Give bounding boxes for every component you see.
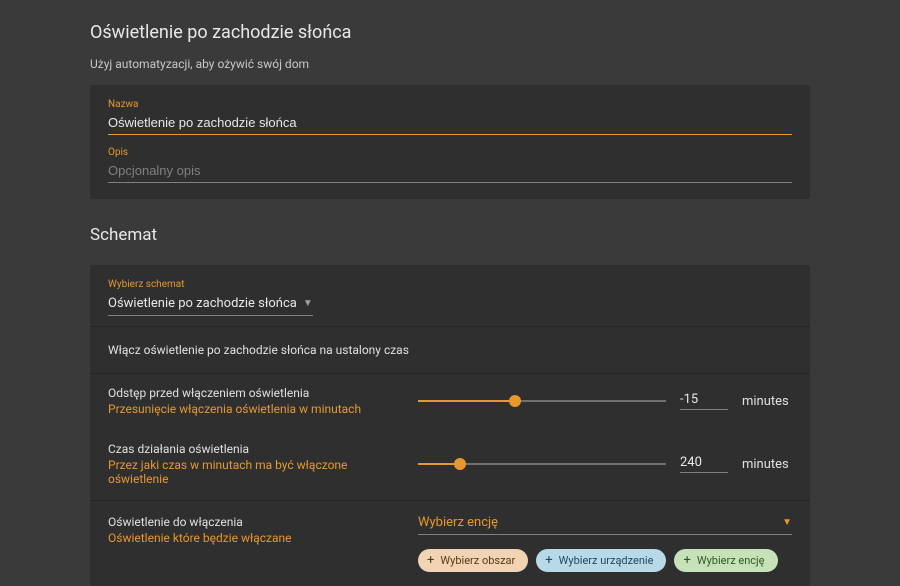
entity-subtitle: Oświetlenie które będzie włączane — [108, 531, 398, 545]
duration-slider-row: Czas działania oświetlenia Przez jaki cz… — [90, 430, 810, 500]
plus-icon: + — [427, 554, 434, 567]
page-subtitle: Użyj automatyzacji, aby ożywić swój dom — [90, 57, 810, 85]
plus-icon: + — [545, 554, 552, 567]
schema-select-label: Wybierz schemat — [108, 279, 792, 290]
duration-slider[interactable] — [418, 458, 666, 470]
entity-select[interactable]: Wybierz encję ▼ — [418, 515, 792, 535]
offset-slider-value[interactable]: -15 — [680, 392, 728, 410]
duration-slider-value[interactable]: 240 — [680, 455, 728, 473]
offset-slider[interactable] — [418, 395, 666, 407]
slider-thumb[interactable] — [509, 395, 521, 407]
chip-label: Wybierz encję — [697, 554, 765, 567]
schema-description: Włącz oświetlenie po zachodzie słońca na… — [90, 327, 810, 373]
offset-slider-title: Odstęp przed włączeniem oświetlenia — [108, 386, 398, 400]
schema-select[interactable]: Oświetlenie po zachodzie słońca ▼ — [108, 296, 313, 316]
duration-slider-subtitle: Przez jaki czas w minutach ma być włączo… — [108, 458, 398, 486]
entity-picker-row: Oświetlenie do włączenia Oświetlenie któ… — [90, 501, 810, 586]
add-entity-chip[interactable]: + Wybierz encję — [674, 549, 777, 572]
entity-select-placeholder: Wybierz encję — [418, 515, 498, 530]
offset-slider-unit: minutes — [742, 394, 792, 409]
slider-thumb[interactable] — [454, 458, 466, 470]
duration-slider-unit: minutes — [742, 457, 792, 472]
page-title: Oświetlenie po zachodzie słońca — [90, 0, 810, 57]
description-label: Opis — [108, 147, 792, 158]
basic-info-card: Nazwa Opis — [90, 85, 810, 199]
schema-select-value: Oświetlenie po zachodzie słońca — [108, 296, 297, 311]
add-area-chip[interactable]: + Wybierz obszar — [418, 549, 528, 572]
offset-slider-row: Odstęp przed włączeniem oświetlenia Prze… — [90, 374, 810, 430]
schema-section-title: Schemat — [90, 221, 810, 265]
plus-icon: + — [683, 554, 690, 567]
name-input[interactable] — [108, 113, 792, 135]
schema-card: Wybierz schemat Oświetlenie po zachodzie… — [90, 265, 810, 586]
offset-slider-subtitle: Przesunięcie włączenia oświetlenia w min… — [108, 402, 398, 416]
name-label: Nazwa — [108, 99, 792, 110]
chip-label: Wybierz urządzenie — [559, 554, 654, 567]
chip-label: Wybierz obszar — [440, 554, 515, 567]
entity-title: Oświetlenie do włączenia — [108, 515, 398, 529]
description-input[interactable] — [108, 161, 792, 183]
chevron-down-icon: ▼ — [303, 298, 313, 309]
duration-slider-title: Czas działania oświetlenia — [108, 442, 398, 456]
chevron-down-icon: ▼ — [782, 517, 792, 528]
add-device-chip[interactable]: + Wybierz urządzenie — [536, 549, 666, 572]
